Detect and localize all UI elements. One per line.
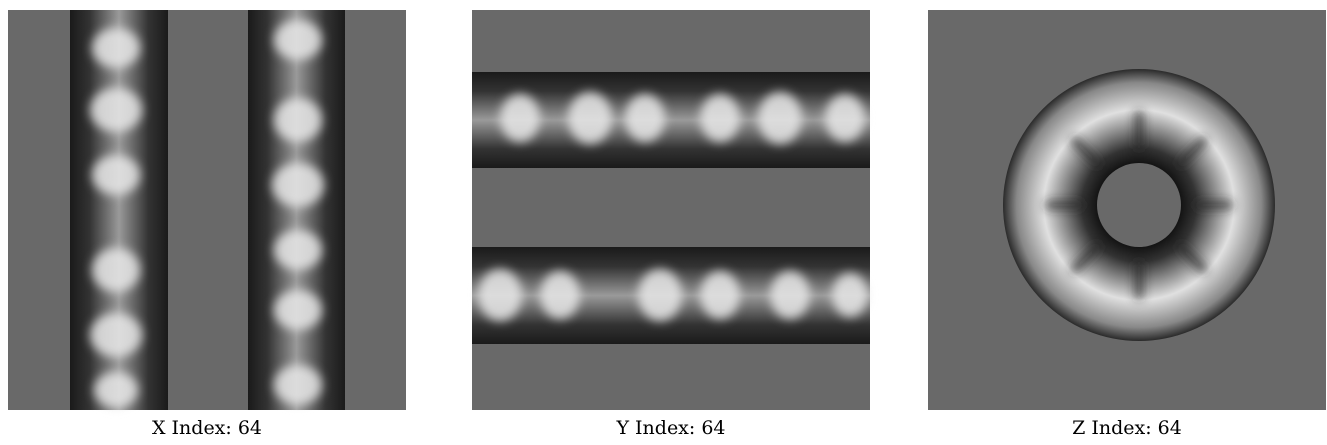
panel-z: Z Index: 64 bbox=[928, 10, 1326, 439]
caption: Y Index: 64 bbox=[615, 417, 725, 439]
density-blobs bbox=[478, 92, 868, 321]
panel-y: Y Index: 64 bbox=[472, 10, 870, 439]
density-band bbox=[248, 10, 345, 410]
ring-hole bbox=[1097, 163, 1181, 247]
slice-background bbox=[8, 10, 406, 410]
caption: X Index: 64 bbox=[152, 417, 262, 439]
slice-background bbox=[472, 10, 870, 410]
ring-spokes bbox=[1044, 110, 1234, 300]
caption: Z Index: 64 bbox=[1072, 417, 1182, 439]
panel-x: X Index: 64 bbox=[8, 10, 406, 439]
density-blobs bbox=[90, 20, 324, 408]
